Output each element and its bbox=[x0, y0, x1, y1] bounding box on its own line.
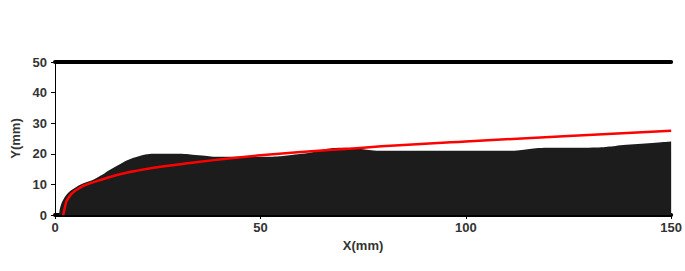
svg-text:50: 50 bbox=[253, 220, 267, 235]
svg-text:150: 150 bbox=[660, 220, 682, 235]
svg-text:30: 30 bbox=[33, 116, 47, 131]
svg-text:0: 0 bbox=[40, 208, 47, 223]
svg-text:0: 0 bbox=[51, 220, 58, 235]
svg-text:10: 10 bbox=[33, 177, 47, 192]
svg-text:X(mm): X(mm) bbox=[343, 238, 383, 253]
svg-text:50: 50 bbox=[33, 55, 47, 70]
svg-text:100: 100 bbox=[455, 220, 477, 235]
svg-text:20: 20 bbox=[33, 146, 47, 161]
svg-text:Y(mm): Y(mm) bbox=[8, 118, 23, 158]
svg-text:40: 40 bbox=[33, 85, 47, 100]
